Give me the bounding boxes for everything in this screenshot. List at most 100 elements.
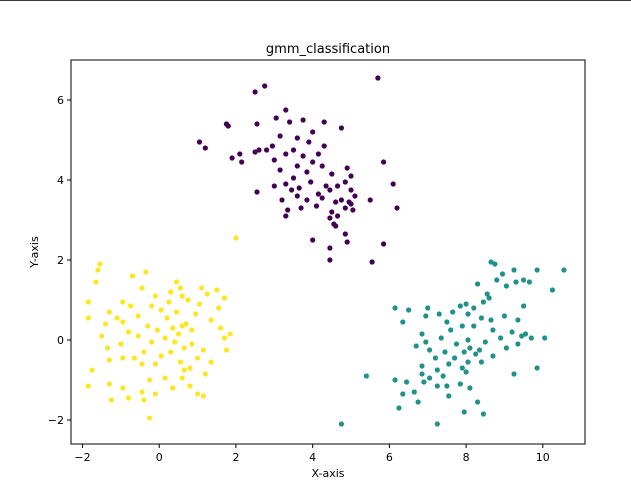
data-point [135,333,141,339]
data-point [120,319,126,325]
data-point [181,345,187,351]
data-point [102,321,109,327]
plot-area [70,59,586,445]
data-point [427,375,433,381]
data-point [93,279,99,285]
data-point [471,305,477,311]
data-point [304,169,310,175]
data-point [421,379,427,385]
data-point [271,157,277,163]
data-point [141,349,147,355]
data-point [542,335,548,341]
data-point [152,361,158,367]
data-point [327,215,333,221]
plot-frame [70,59,586,445]
data-point [202,371,208,377]
data-point [350,207,356,213]
data-point [256,147,262,153]
data-point [310,129,316,135]
data-point [252,149,258,155]
data-point [202,145,208,151]
data-point [179,323,185,329]
data-point [85,383,91,389]
data-point [120,299,126,305]
data-point [85,315,91,321]
data-point [528,335,534,341]
data-point [310,159,316,165]
x-tick-label: −2 [74,451,90,464]
data-point [423,313,429,319]
data-point [446,393,452,399]
data-point [319,163,325,169]
data-point [315,191,321,197]
chart-title: gmm_classification [266,42,390,57]
data-point [306,139,312,145]
data-point [513,279,519,285]
data-point [289,187,295,193]
data-point [208,317,214,323]
data-point [323,183,329,189]
data-point [118,341,124,347]
data-point [457,303,463,309]
data-point [471,323,477,329]
data-point [467,385,473,391]
data-point [290,175,297,181]
data-point [400,391,406,397]
data-point [352,193,358,199]
data-point [179,375,185,381]
cluster-1-points [338,259,567,427]
data-points [85,75,567,427]
data-point [143,269,149,275]
data-point [331,221,337,227]
data-point [198,285,204,291]
data-point [434,383,440,389]
data-point [492,261,498,267]
y-tick-label: 0 [57,334,64,347]
data-point [166,299,172,305]
data-point [475,399,481,405]
data-point [95,267,101,273]
data-point [237,151,243,157]
data-point [515,341,521,347]
data-point [400,319,406,325]
data-point [170,325,176,331]
data-point [177,359,183,365]
data-point [106,357,112,363]
data-point [221,335,227,341]
data-point [473,351,479,357]
data-point [129,273,135,279]
data-point [145,323,151,329]
y-tick-label: 2 [57,254,64,267]
data-point [254,189,260,195]
x-tick-label: 8 [463,451,470,464]
data-point [338,421,344,427]
data-point [475,281,481,287]
data-point [434,421,440,427]
data-point [195,391,201,397]
data-point [444,383,450,389]
data-point [99,333,105,339]
data-point [158,307,164,313]
data-point [189,327,195,333]
data-point [363,373,369,379]
window-top-border [0,0,631,1]
data-point [283,107,289,113]
data-point [476,347,483,353]
data-point [175,331,181,337]
data-point [172,339,178,345]
data-point [327,245,333,251]
data-point [459,323,465,329]
data-point [152,391,158,397]
data-point [327,187,333,193]
data-point [294,135,300,141]
data-point [179,293,185,299]
data-point [461,349,467,355]
data-point [344,165,350,171]
data-point [262,83,268,89]
data-point [283,181,289,187]
data-point [283,213,289,219]
data-point [304,197,310,203]
data-point [490,327,496,333]
data-point [135,313,141,319]
